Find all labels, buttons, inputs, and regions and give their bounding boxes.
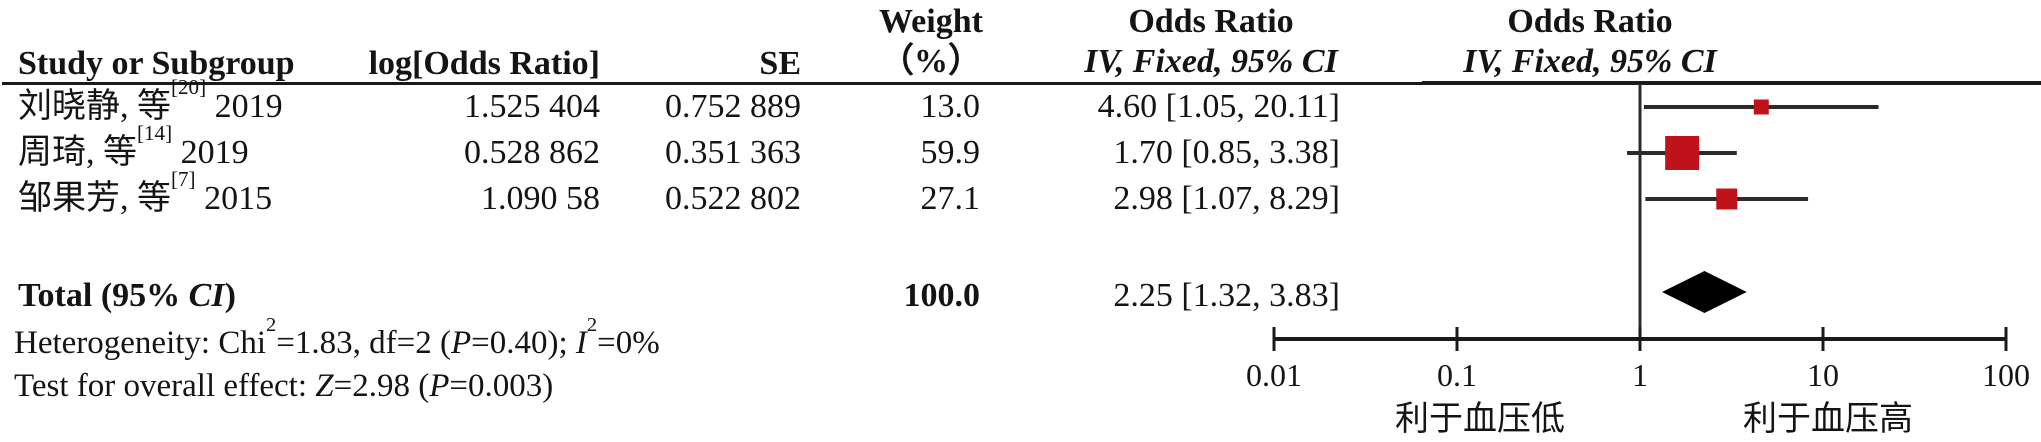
footnote-heterogeneity: Heterogeneity: Chi2=1.83, df=2 (P=0.40);…	[14, 313, 660, 361]
study-name: 周琦, 等[14] 2019	[18, 121, 249, 171]
se-value: 0.351 363	[665, 134, 801, 171]
table-row: 邹果芳, 等[7] 2015 1.090 58 0.522 802 27.1 2…	[0, 167, 2041, 222]
header-study-or-subgroup: Study or Subgroup	[18, 45, 295, 82]
header-weight: Weight （%）	[811, 2, 1051, 82]
weight-square	[1753, 99, 1769, 115]
se-value: 0.522 802	[665, 180, 801, 217]
or-ci-value: 2.98 [1.07, 8.29]	[1113, 180, 1340, 217]
total-row: Total (95% CI) 100.0 2.25 [1.32, 3.83]	[0, 273, 2041, 319]
favors-left-label: 利于血压低	[1395, 401, 1565, 438]
header-plot-iv-fixed-ci-label: IV, Fixed, 95% CI	[1463, 43, 1717, 80]
axis-tick-label: 0.1	[1437, 357, 1477, 393]
axis-tick-label: 100	[1982, 357, 2030, 393]
study-name: 刘晓静, 等[20] 2019	[18, 75, 283, 125]
header-weight-line1: Weight	[879, 3, 983, 40]
header-rule-plot	[1422, 81, 2041, 85]
favors-right-label: 利于血压高	[1743, 401, 1913, 438]
table-row: 周琦, 等[14] 2019 0.528 862 0.351 363 59.9 …	[0, 121, 2041, 176]
weight-square	[1665, 136, 1700, 170]
axis-tick-label: 0.01	[1246, 357, 1302, 393]
total-label: Total (95% CI)	[18, 277, 236, 314]
total-or-ci-value: 2.25 [1.32, 3.83]	[1113, 277, 1340, 314]
total-diamond	[1662, 271, 1747, 313]
weight-value: 13.0	[920, 88, 981, 125]
weight-square	[1716, 188, 1738, 210]
header-rule-table	[2, 82, 1422, 85]
header-odds-ratio-label: Odds Ratio	[1128, 3, 1294, 40]
se-value: 0.752 889	[665, 88, 801, 125]
study-name: 邹果芳, 等[7] 2015	[18, 167, 273, 217]
footnote-overall-effect: Test for overall effect: Z=2.98 (P=0.003…	[14, 368, 554, 404]
header-plot-odds-ratio-label: Odds Ratio	[1507, 3, 1673, 40]
header-odds-ratio-plot-column: Odds Ratio IV, Fixed, 95% CI	[1430, 2, 1750, 82]
header-odds-ratio-text-column: Odds Ratio IV, Fixed, 95% CI	[1051, 2, 1371, 82]
header-iv-fixed-ci-label: IV, Fixed, 95% CI	[1084, 43, 1338, 80]
log-odds-ratio-value: 1.090 58	[481, 180, 600, 217]
log-odds-ratio-value: 1.525 404	[464, 88, 600, 125]
axis-tick-label: 1	[1632, 357, 1648, 393]
table-row: 刘晓静, 等[20] 2019 1.525 404 0.752 889 13.0…	[0, 75, 2041, 130]
header-log-odds-ratio: log[Odds Ratio]	[368, 45, 600, 82]
header-weight-line2: （%）	[880, 43, 982, 80]
axis-tick-label: 10	[1807, 357, 1839, 393]
or-ci-value: 1.70 [0.85, 3.38]	[1113, 134, 1340, 171]
or-ci-value: 4.60 [1.05, 20.11]	[1097, 88, 1340, 125]
total-weight-value: 100.0	[903, 277, 981, 314]
log-odds-ratio-value: 0.528 862	[464, 134, 600, 171]
header-se: SE	[759, 45, 801, 82]
weight-value: 27.1	[920, 180, 981, 217]
weight-value: 59.9	[920, 134, 981, 171]
